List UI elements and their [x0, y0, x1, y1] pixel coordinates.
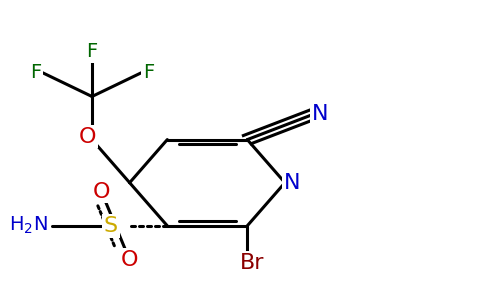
Text: F: F — [143, 63, 154, 82]
Text: O: O — [78, 127, 96, 147]
Text: O: O — [92, 182, 110, 202]
Text: F: F — [86, 42, 98, 62]
Text: H$_2$N: H$_2$N — [9, 215, 47, 236]
Text: F: F — [30, 63, 41, 82]
Text: O: O — [121, 250, 138, 270]
Text: N: N — [312, 104, 329, 124]
Text: S: S — [104, 216, 118, 236]
Text: Br: Br — [240, 253, 264, 273]
Text: N: N — [284, 173, 300, 193]
